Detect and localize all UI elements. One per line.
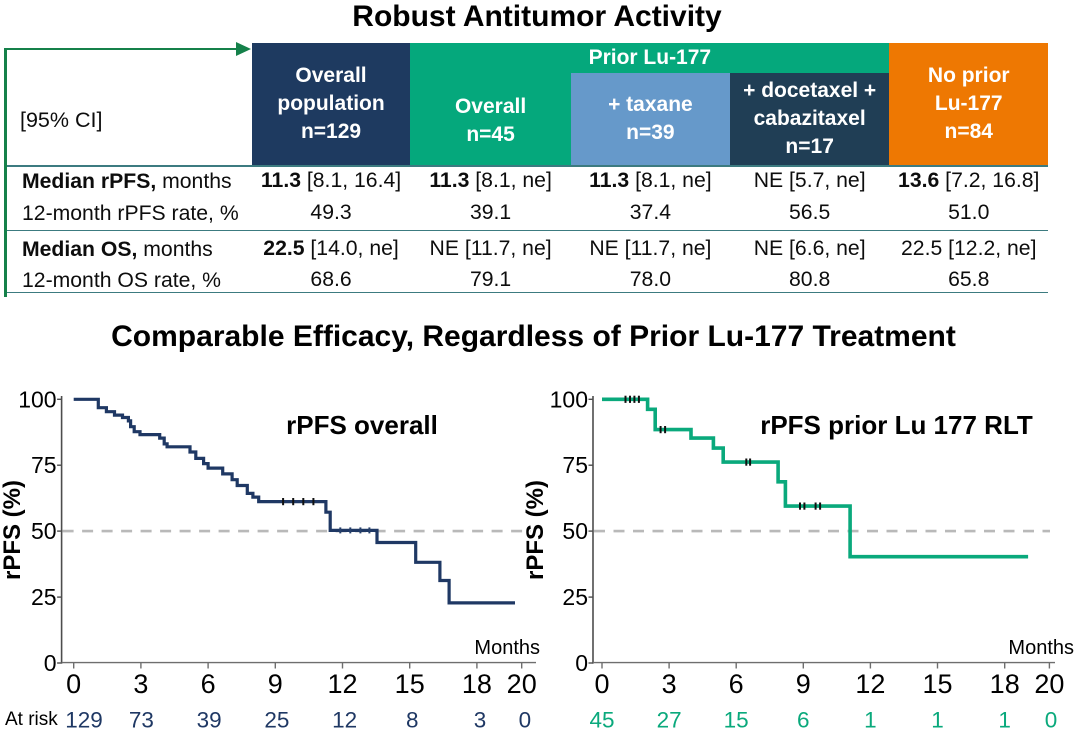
svg-text:1: 1 bbox=[864, 708, 877, 733]
svg-text:25: 25 bbox=[562, 584, 588, 610]
svg-text:Months: Months bbox=[1008, 637, 1074, 659]
svg-text:75: 75 bbox=[562, 452, 588, 478]
svg-text:15: 15 bbox=[395, 669, 425, 699]
svg-text:rPFS prior Lu 177 RLT: rPFS prior Lu 177 RLT bbox=[760, 410, 1033, 440]
svg-text:15: 15 bbox=[724, 708, 749, 733]
svg-text:18: 18 bbox=[462, 669, 492, 699]
svg-text:12: 12 bbox=[332, 708, 357, 733]
svg-text:12: 12 bbox=[855, 669, 885, 699]
svg-text:75: 75 bbox=[31, 452, 57, 478]
svg-text:9: 9 bbox=[796, 669, 811, 699]
svg-text:6: 6 bbox=[201, 669, 216, 699]
svg-text:3: 3 bbox=[662, 669, 677, 699]
svg-text:3: 3 bbox=[474, 708, 487, 733]
svg-text:rPFS (%): rPFS (%) bbox=[0, 480, 26, 580]
svg-text:100: 100 bbox=[18, 386, 56, 412]
svg-text:73: 73 bbox=[129, 708, 154, 733]
svg-text:1: 1 bbox=[931, 708, 944, 733]
svg-text:25: 25 bbox=[264, 708, 289, 733]
svg-text:8: 8 bbox=[406, 708, 419, 733]
svg-text:25: 25 bbox=[31, 584, 57, 610]
svg-text:At risk: At risk bbox=[5, 709, 58, 730]
svg-text:0: 0 bbox=[519, 708, 532, 733]
svg-text:rPFS (%): rPFS (%) bbox=[522, 480, 549, 580]
svg-text:50: 50 bbox=[31, 518, 57, 544]
svg-text:27: 27 bbox=[657, 708, 682, 733]
svg-text:1: 1 bbox=[998, 708, 1011, 733]
svg-text:12: 12 bbox=[327, 669, 357, 699]
svg-text:15: 15 bbox=[922, 669, 952, 699]
svg-text:Months: Months bbox=[474, 637, 540, 659]
svg-text:39: 39 bbox=[197, 708, 222, 733]
svg-text:20: 20 bbox=[1034, 669, 1064, 699]
svg-text:100: 100 bbox=[550, 386, 588, 412]
svg-text:rPFS overall: rPFS overall bbox=[286, 410, 438, 440]
svg-text:0: 0 bbox=[575, 650, 588, 676]
svg-text:129: 129 bbox=[65, 708, 103, 733]
svg-text:3: 3 bbox=[133, 669, 148, 699]
svg-text:0: 0 bbox=[44, 650, 57, 676]
svg-text:6: 6 bbox=[729, 669, 744, 699]
svg-text:20: 20 bbox=[507, 669, 537, 699]
svg-text:0: 0 bbox=[66, 669, 81, 699]
svg-text:9: 9 bbox=[268, 669, 283, 699]
svg-text:45: 45 bbox=[589, 708, 614, 733]
svg-text:50: 50 bbox=[562, 518, 588, 544]
svg-text:6: 6 bbox=[797, 708, 810, 733]
svg-text:0: 0 bbox=[594, 669, 609, 699]
svg-text:0: 0 bbox=[1045, 708, 1058, 733]
svg-text:18: 18 bbox=[990, 669, 1020, 699]
